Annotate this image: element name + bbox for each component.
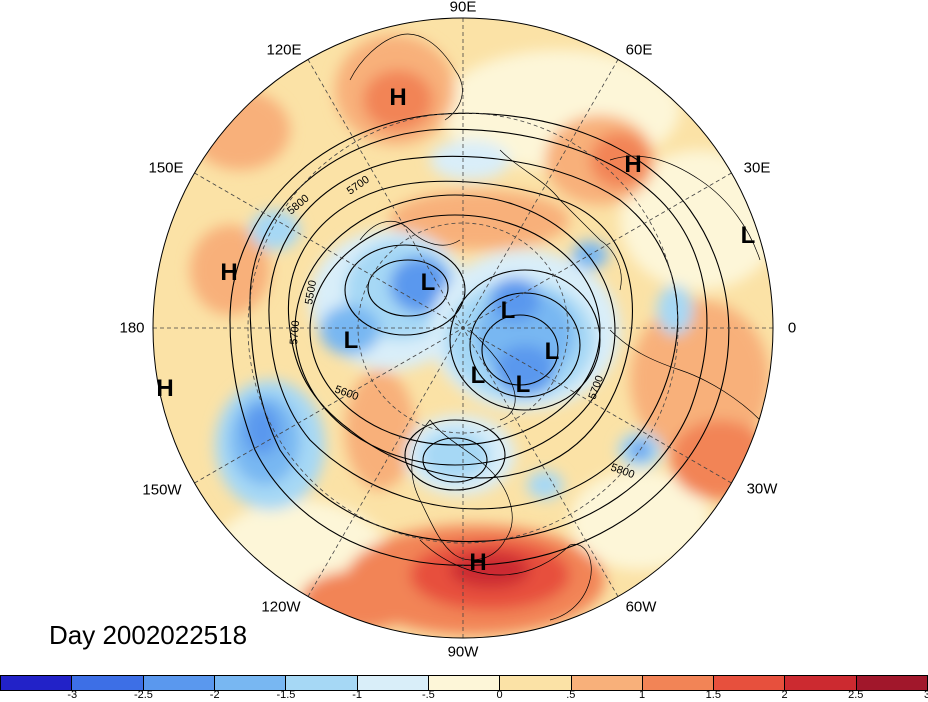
low-center-label: L [420,269,436,296]
high-center-label: H [389,84,407,111]
colorbar-swatch [143,676,215,690]
colorbar-tick-label: -.5 [421,689,435,701]
colorbar-swatch [785,676,857,690]
colorbar-swatch [357,676,429,690]
colorbar-tick-label: 1 [639,689,646,701]
lon-label-0: 0 [787,319,797,337]
colorbar-tick-label: .5 [566,689,576,701]
map-title: Day 2002022518 [49,620,248,650]
high-center-label: H [469,549,487,576]
low-center-label: L [500,297,516,324]
anomaly-field [153,18,773,638]
lon-label-30e: 30E [743,159,771,177]
high-center-label: H [624,151,642,178]
colorbar-swatch [571,676,643,690]
colorbar-tick-label: 2.5 [848,689,864,701]
colorbar-swatch [214,676,287,690]
colorbar-swatch [714,676,786,690]
colorbar-swatch [642,676,715,690]
low-center-label: L [515,371,531,398]
colorbar-swatch [1,676,73,690]
lon-label-120e: 120E [266,41,302,59]
height-contours [229,112,730,566]
low-center-label: L [343,327,359,354]
lon-label-60e: 60E [625,41,653,59]
colorbar [0,675,928,691]
map-boundary [152,17,774,639]
colorbar-tick-label: 0 [496,689,503,701]
lon-label-120w: 120W [261,598,301,616]
colorbar-swatch [856,676,928,690]
colorbar-swatch [428,676,501,690]
colorbar-tick-label: -1.5 [276,689,296,701]
lon-label-150w: 150W [142,481,182,499]
low-center-label: L [544,338,560,365]
lon-label-60w: 60W [625,598,657,616]
high-center-label: H [156,375,174,402]
lon-label-180: 180 [119,319,145,337]
high-center-label: H [220,259,238,286]
colorbar-swatch [500,676,572,690]
contour-label: 5700 [288,320,302,345]
graticule [153,18,773,638]
low-center-label: L [740,222,756,249]
low-center-label: L [470,362,486,389]
lon-label-30w: 30W [746,480,778,498]
colorbar-swatch [72,676,144,690]
colorbar-swatch [286,676,358,690]
colorbar-tick-label: -1 [352,689,363,701]
contour-label: 5500 [303,279,319,305]
colorbar-tick-label: 1.5 [705,689,721,701]
lon-label-90w: 90W [447,643,479,661]
lon-label-90e: 90E [449,0,477,16]
colorbar-tick-label: 2 [781,689,788,701]
lon-label-150e: 150E [148,159,184,177]
colorbar-tick-label: -3 [67,689,78,701]
colorbar-tick-label: 3 [923,689,928,701]
colorbar-tick-label: -2 [209,689,220,701]
colorbar-tick-label: -2.5 [133,689,153,701]
